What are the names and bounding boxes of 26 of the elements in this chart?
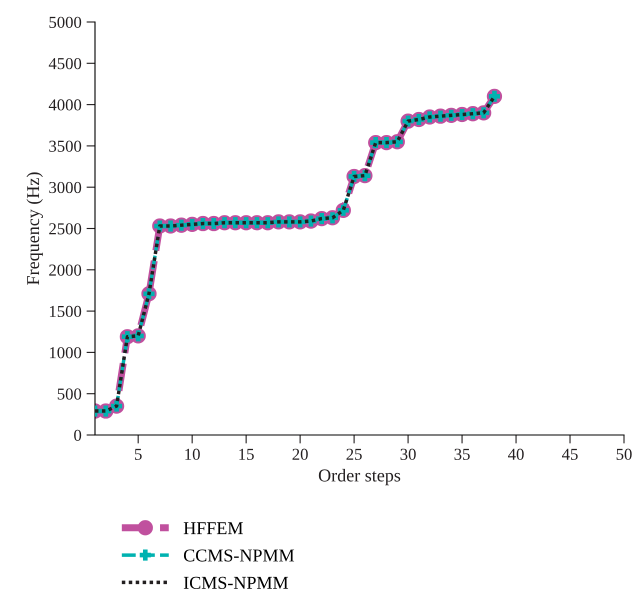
- y-tick-label: 4000: [48, 99, 82, 111]
- legend-label: HFFEM: [184, 522, 243, 534]
- x-tick-label: 40: [508, 448, 524, 460]
- y-tick-label: 1000: [50, 347, 82, 358]
- legend-label: ICMS-NPMM: [184, 576, 288, 589]
- y-tick-label: 2500: [49, 223, 82, 234]
- x-tick-label: 30: [400, 448, 416, 460]
- y-axis-title: Frequency (Hz): [26, 172, 43, 285]
- x-tick-label: 20: [292, 448, 308, 460]
- y-tick-label: 3000: [49, 182, 82, 194]
- legend-label: CCMS-NPMM: [184, 549, 294, 562]
- x-tick-label: 5: [134, 448, 142, 460]
- y-tick-label: 500: [58, 388, 82, 400]
- x-tick-label: 25: [346, 448, 362, 460]
- x-tick-label: 10: [185, 448, 200, 460]
- y-tick-label: 3500: [49, 140, 82, 152]
- x-tick-label: 50: [616, 448, 632, 460]
- x-tick-label: 15: [239, 448, 254, 460]
- y-tick-label: 1500: [50, 306, 82, 318]
- y-tick-label: 4500: [48, 58, 82, 70]
- x-axis-title: Order steps: [318, 468, 400, 486]
- y-tick-label: 2000: [49, 264, 82, 276]
- x-tick-label: 45: [562, 448, 578, 460]
- y-tick-label: 5000: [49, 16, 82, 28]
- y-tick-label: 0: [74, 430, 82, 441]
- x-tick-label: 35: [454, 448, 470, 460]
